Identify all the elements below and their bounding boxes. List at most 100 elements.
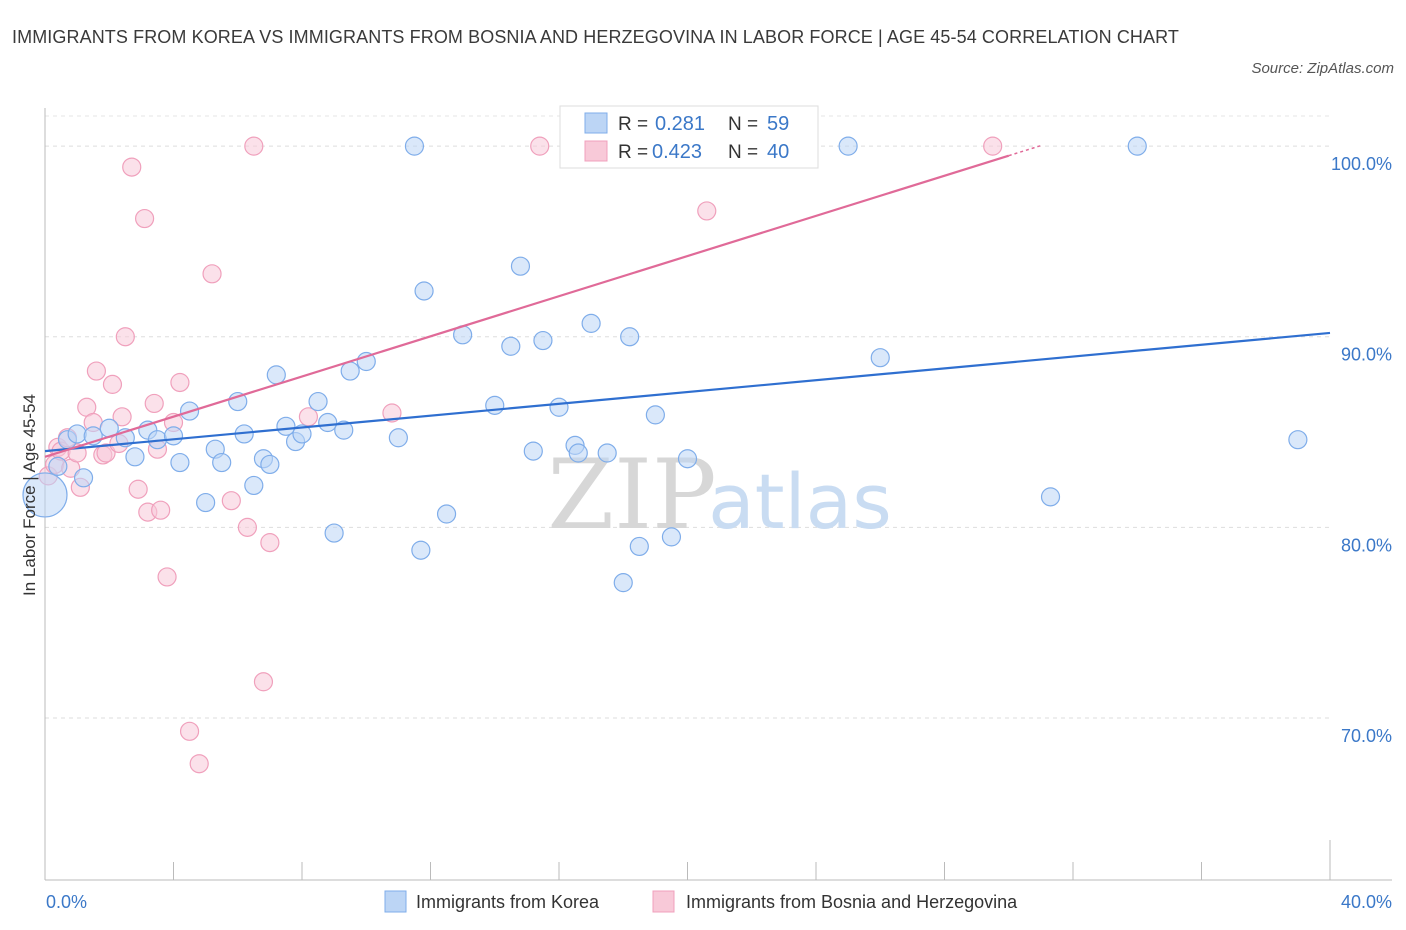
- y-tick-label-2: 90.0%: [1341, 345, 1392, 365]
- point-bosnia-17: [122, 157, 142, 177]
- point-bosnia-38: [697, 201, 717, 221]
- trend-line-korea: [44, 331, 1331, 453]
- point-korea-56: [1040, 487, 1061, 507]
- point-korea-49: [620, 327, 640, 347]
- point-korea-26: [308, 391, 328, 412]
- bottom-legend-swatch-korea: [384, 890, 407, 913]
- point-korea-25: [292, 424, 312, 444]
- point-korea-47: [597, 443, 617, 463]
- point-bosnia-31: [237, 517, 257, 537]
- point-korea-1: [48, 456, 68, 476]
- point-korea-4: [73, 468, 94, 488]
- legend-r-label-bosnia: R =: [618, 142, 648, 163]
- legend-n-label-korea: N =: [728, 114, 758, 135]
- legend-swatch-korea: [584, 112, 608, 134]
- point-bosnia-34: [260, 533, 280, 553]
- point-korea-12: [170, 452, 190, 473]
- trend-line-bosnia-extension: [1008, 144, 1042, 157]
- watermark-atlas: atlas: [708, 457, 892, 546]
- point-bosnia-15: [112, 407, 132, 427]
- point-korea-19: [244, 475, 264, 496]
- y-tick-label-0: 70.0%: [1341, 726, 1392, 746]
- y-tick-label-3: 100.0%: [1331, 154, 1392, 174]
- bottom-legend-swatch-bosnia: [652, 890, 675, 913]
- point-bosnia-33: [253, 672, 274, 692]
- point-korea-41: [523, 441, 543, 461]
- point-korea-22: [266, 365, 286, 385]
- tick-labels: 70.0% 80.0% 90.0% 100.0% 0.0% 40.0%: [46, 154, 1392, 912]
- data-points: [22, 136, 1308, 774]
- point-korea-33: [404, 136, 425, 156]
- legend-r-label-korea: R =: [618, 114, 648, 135]
- point-bosnia-12: [96, 443, 116, 463]
- point-korea-52: [661, 527, 682, 547]
- point-korea-53: [677, 449, 698, 469]
- trend-line-bosnia: [44, 154, 1010, 458]
- point-korea-57: [1127, 136, 1147, 156]
- point-bosnia-24: [157, 567, 177, 587]
- trend-lines: [44, 144, 1331, 458]
- point-bosnia-10: [86, 361, 107, 381]
- point-korea-42: [533, 330, 553, 351]
- point-korea-50: [629, 536, 649, 557]
- point-bosnia-29: [202, 264, 222, 284]
- grid-lines: [45, 115, 1330, 719]
- legend-n-label-bosnia: N =: [728, 142, 758, 163]
- point-bosnia-21: [144, 393, 164, 414]
- legend-n-value-bosnia: 40: [767, 141, 789, 163]
- point-korea-34: [411, 540, 431, 560]
- point-bosnia-32: [244, 136, 264, 156]
- legend-r-value-korea: 0.281: [655, 113, 705, 135]
- point-korea-45: [568, 443, 588, 463]
- point-korea-55: [870, 348, 890, 368]
- point-korea-29: [334, 420, 354, 440]
- point-bosnia-18: [128, 479, 148, 499]
- legend-n-value-korea: 59: [767, 113, 789, 135]
- point-korea-14: [196, 492, 216, 513]
- point-korea-0: [22, 472, 68, 518]
- bottom-legend-label-bosnia: Immigrants from Bosnia and Herzegovina: [686, 892, 1018, 912]
- point-korea-32: [388, 428, 408, 448]
- point-korea-43: [549, 397, 569, 417]
- point-bosnia-27: [179, 721, 200, 741]
- point-korea-27: [318, 412, 338, 433]
- point-korea-11: [163, 426, 184, 446]
- source-label: Source: ZipAtlas.com: [1251, 60, 1394, 77]
- point-bosnia-36: [382, 403, 402, 423]
- legend: R = 0.281 N = 59 R = 0.423 N = 40: [559, 105, 819, 169]
- point-korea-46: [581, 313, 601, 333]
- point-korea-16: [212, 452, 232, 473]
- point-korea-3: [67, 424, 87, 444]
- point-bosnia-26: [170, 372, 190, 393]
- point-korea-48: [613, 573, 633, 593]
- point-korea-30: [340, 361, 360, 381]
- x-tick-label-start: 0.0%: [46, 892, 87, 912]
- point-bosnia-19: [134, 208, 155, 229]
- y-tick-label-1: 80.0%: [1341, 535, 1392, 555]
- point-korea-21: [260, 454, 280, 475]
- point-bosnia-16: [115, 327, 135, 347]
- point-bosnia-39: [983, 136, 1003, 156]
- legend-swatch-bosnia: [584, 140, 608, 162]
- x-tick-label-end: 40.0%: [1341, 892, 1392, 912]
- point-korea-58: [1288, 430, 1308, 450]
- point-korea-23: [276, 416, 296, 436]
- legend-r-value-bosnia: 0.423: [652, 141, 702, 163]
- point-bosnia-23: [151, 500, 171, 520]
- point-korea-39: [501, 336, 521, 356]
- bottom-legend: Immigrants from Korea Immigrants from Bo…: [384, 890, 1018, 913]
- point-korea-51: [645, 405, 665, 425]
- point-korea-38: [485, 395, 505, 415]
- point-bosnia-28: [189, 754, 209, 774]
- point-bosnia-30: [221, 491, 241, 511]
- point-korea-54: [838, 136, 858, 156]
- point-korea-36: [436, 504, 457, 524]
- point-bosnia-13: [102, 374, 123, 394]
- point-korea-28: [324, 523, 344, 543]
- bottom-legend-label-korea: Immigrants from Korea: [416, 892, 600, 912]
- point-bosnia-37: [530, 136, 550, 156]
- y-axis-label: In Labor Force | Age 45-54: [20, 394, 39, 596]
- point-korea-8: [125, 447, 145, 467]
- point-korea-40: [510, 256, 531, 276]
